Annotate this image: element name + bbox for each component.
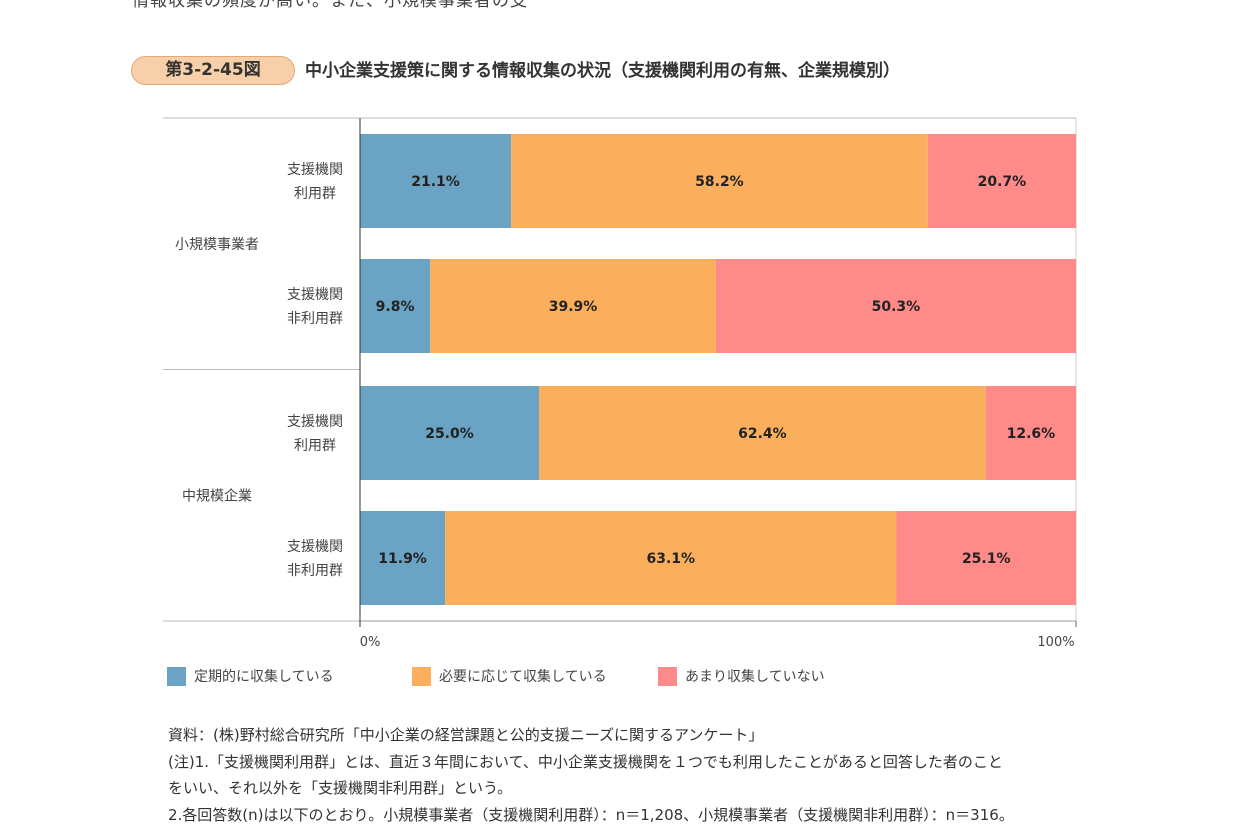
legend-item-as-needed: 必要に応じて収集している: [412, 665, 607, 687]
data-label-regular: 11.9%: [378, 551, 427, 567]
row-label-line: 支援機関: [287, 539, 343, 555]
legend-item-rarely: あまり収集していない: [658, 665, 825, 687]
note-1-line-1: (注)1.「支援機関利用群」とは、直近３年間において、中小企業支援機関を１つでも…: [168, 749, 1080, 776]
note-1-line-2: をいい、それ以外を「支援機関非利用群」という。: [168, 775, 1080, 802]
group-label: 中規模企業: [182, 487, 252, 504]
row-label-line: 非利用群: [287, 563, 343, 579]
legend-swatch-as-needed: [412, 667, 431, 686]
row-label: 支援機関利用群: [287, 162, 343, 202]
legend-item-regular: 定期的に収集している: [167, 665, 334, 687]
row-label: 支援機関利用群: [287, 414, 343, 454]
row-label-line: 支援機関: [287, 287, 343, 303]
x-tick-label: 0%: [360, 635, 381, 650]
stacked-bar-chart: 小規模事業者支援機関利用群21.1%58.2%20.7%支援機関非利用群9.8%…: [0, 0, 1241, 660]
row-label-line: 非利用群: [287, 311, 343, 327]
row-label-line: 利用群: [294, 186, 336, 202]
data-label-as-needed: 58.2%: [695, 174, 744, 190]
legend-swatch-regular: [167, 667, 186, 686]
row-label-line: 利用群: [294, 438, 336, 454]
data-label-as-needed: 62.4%: [738, 426, 787, 442]
note-2: 2.各回答数(n)は以下のとおり。小規模事業者（支援機関利用群）：n＝1,208…: [168, 802, 1080, 828]
data-label-regular: 25.0%: [425, 426, 474, 442]
data-label-regular: 9.8%: [376, 299, 415, 315]
source-note: 資料：(株)野村総合研究所「中小企業の経営課題と公的支援ニーズに関するアンケート…: [168, 722, 1080, 749]
data-label-rarely: 20.7%: [978, 174, 1027, 190]
x-tick-label: 100%: [1037, 635, 1074, 650]
row-label-line: 支援機関: [287, 162, 343, 178]
legend-swatch-rarely: [658, 667, 677, 686]
data-label-as-needed: 63.1%: [647, 551, 696, 567]
data-label-as-needed: 39.9%: [549, 299, 598, 315]
group-label: 小規模事業者: [175, 237, 259, 253]
row-label-line: 支援機関: [287, 414, 343, 430]
data-label-rarely: 12.6%: [1007, 426, 1056, 442]
row-label: 支援機関非利用群: [287, 539, 343, 579]
figure-notes: 資料：(株)野村総合研究所「中小企業の経営課題と公的支援ニーズに関するアンケート…: [168, 722, 1080, 828]
data-label-rarely: 25.1%: [962, 551, 1011, 567]
legend-label-rarely: あまり収集していない: [685, 666, 825, 686]
data-label-rarely: 50.3%: [872, 299, 921, 315]
legend-label-regular: 定期的に収集している: [194, 666, 334, 686]
legend-label-as-needed: 必要に応じて収集している: [439, 666, 607, 686]
data-label-regular: 21.1%: [411, 174, 460, 190]
row-label: 支援機関非利用群: [287, 287, 343, 327]
